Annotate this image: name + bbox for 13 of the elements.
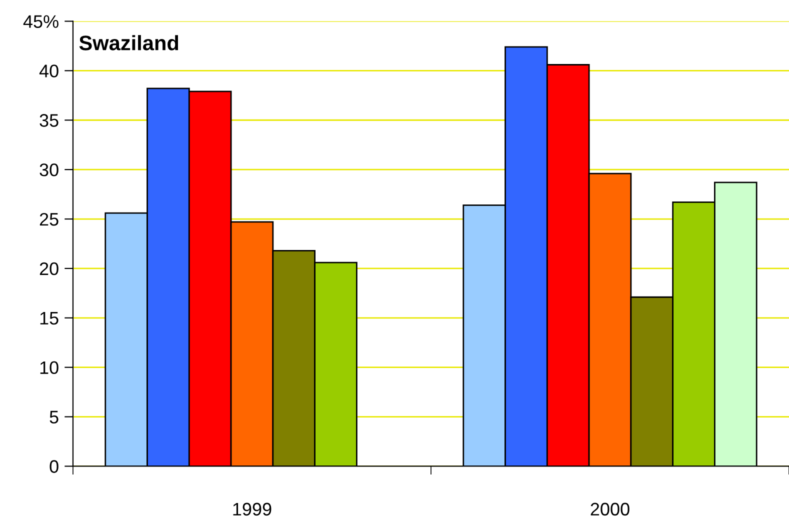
y-tick-label: 35 (40, 114, 58, 127)
y-tick-label: 15 (40, 312, 58, 325)
y-tick-label: 40 (39, 64, 58, 78)
y-tick-label: 30 (40, 164, 58, 176)
y-tick-label: 0 (50, 460, 58, 473)
y-tick-label: 45% (23, 15, 58, 28)
x-tick-label: 1999 (233, 502, 272, 516)
y-tick-label: 5 (50, 410, 58, 424)
text: Swaziland (79, 35, 178, 50)
y-tick-label: 25 (40, 212, 58, 226)
y-tick-label: 10 (40, 361, 58, 374)
x-tick-label: 2000 (590, 502, 630, 516)
y-tick-label: 20 (40, 262, 58, 276)
